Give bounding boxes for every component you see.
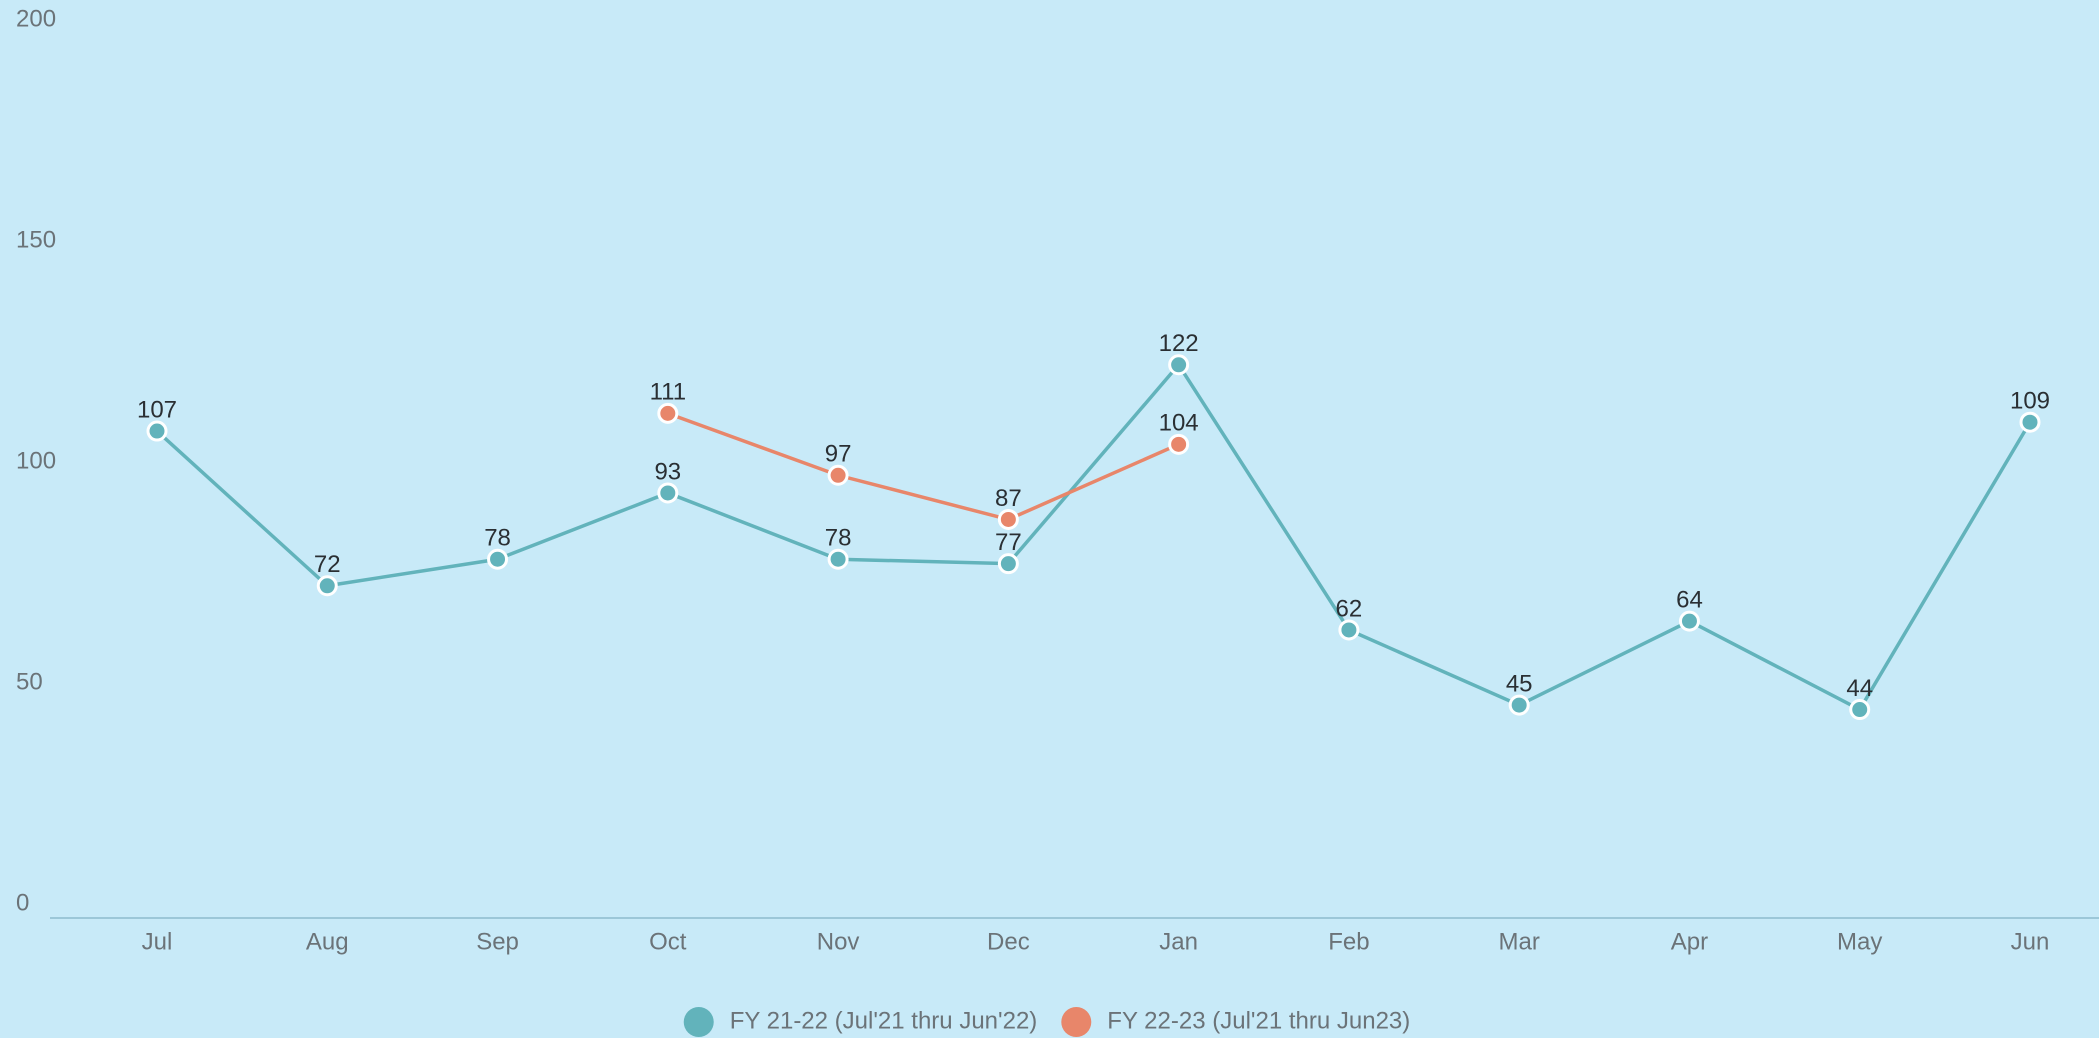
data-point: [657, 482, 679, 504]
data-point: [1168, 433, 1190, 455]
x-tick-label: Oct: [649, 928, 687, 955]
data-label: 72: [314, 551, 341, 578]
data-point: [1338, 619, 1360, 641]
data-point: [827, 464, 849, 486]
x-tick-label: May: [1837, 928, 1882, 955]
series-line: [667, 411, 1180, 522]
data-label: 62: [1336, 595, 1363, 622]
data-label: 77: [995, 529, 1022, 556]
data-label: 93: [654, 458, 681, 485]
data-label: 44: [1846, 675, 1873, 702]
data-point: [657, 402, 679, 424]
data-label: 104: [1159, 410, 1199, 437]
data-point: [316, 575, 338, 597]
data-label: 107: [137, 396, 177, 423]
x-tick-label: Jul: [142, 928, 173, 955]
data-label: 122: [1159, 330, 1199, 357]
x-tick-label: Feb: [1328, 928, 1369, 955]
y-tick-label: 150: [16, 226, 56, 253]
x-tick-label: Apr: [1671, 928, 1708, 955]
data-label: 111: [650, 379, 686, 406]
data-point: [1168, 354, 1190, 376]
data-label: 97: [825, 441, 852, 468]
data-label: 78: [825, 525, 852, 552]
series-line: [155, 361, 2032, 712]
data-label: 87: [995, 485, 1022, 512]
data-point: [487, 548, 509, 570]
legend-label: FY 22-23 (Jul'21 thru Jun23): [1107, 1007, 1410, 1034]
data-label: 64: [1676, 586, 1703, 613]
data-point: [1678, 610, 1700, 632]
legend-label: FY 21-22 (Jul'21 thru Jun'22): [730, 1007, 1038, 1034]
x-tick-label: Jun: [2011, 928, 2050, 955]
data-point: [827, 548, 849, 570]
x-tick-label: Aug: [306, 928, 349, 955]
data-point: [1508, 694, 1530, 716]
data-point: [997, 508, 1019, 530]
data-point: [997, 553, 1019, 575]
data-point: [2019, 411, 2041, 433]
legend-marker: [683, 1007, 714, 1037]
y-tick-label: 0: [16, 889, 29, 916]
data-label: 109: [2010, 388, 2050, 415]
y-tick-label: 50: [16, 668, 43, 695]
x-tick-label: Nov: [817, 928, 860, 955]
x-tick-label: Mar: [1499, 928, 1540, 955]
y-tick-label: 200: [16, 5, 56, 32]
data-label: 78: [484, 525, 511, 552]
legend-marker: [1061, 1007, 1092, 1037]
x-tick-label: Jan: [1159, 928, 1198, 955]
data-point: [146, 420, 168, 442]
data-point: [1849, 699, 1871, 721]
x-tick-label: Dec: [987, 928, 1030, 955]
y-tick-label: 100: [16, 447, 56, 474]
data-label: 45: [1506, 670, 1533, 697]
x-tick-label: Sep: [476, 928, 519, 955]
